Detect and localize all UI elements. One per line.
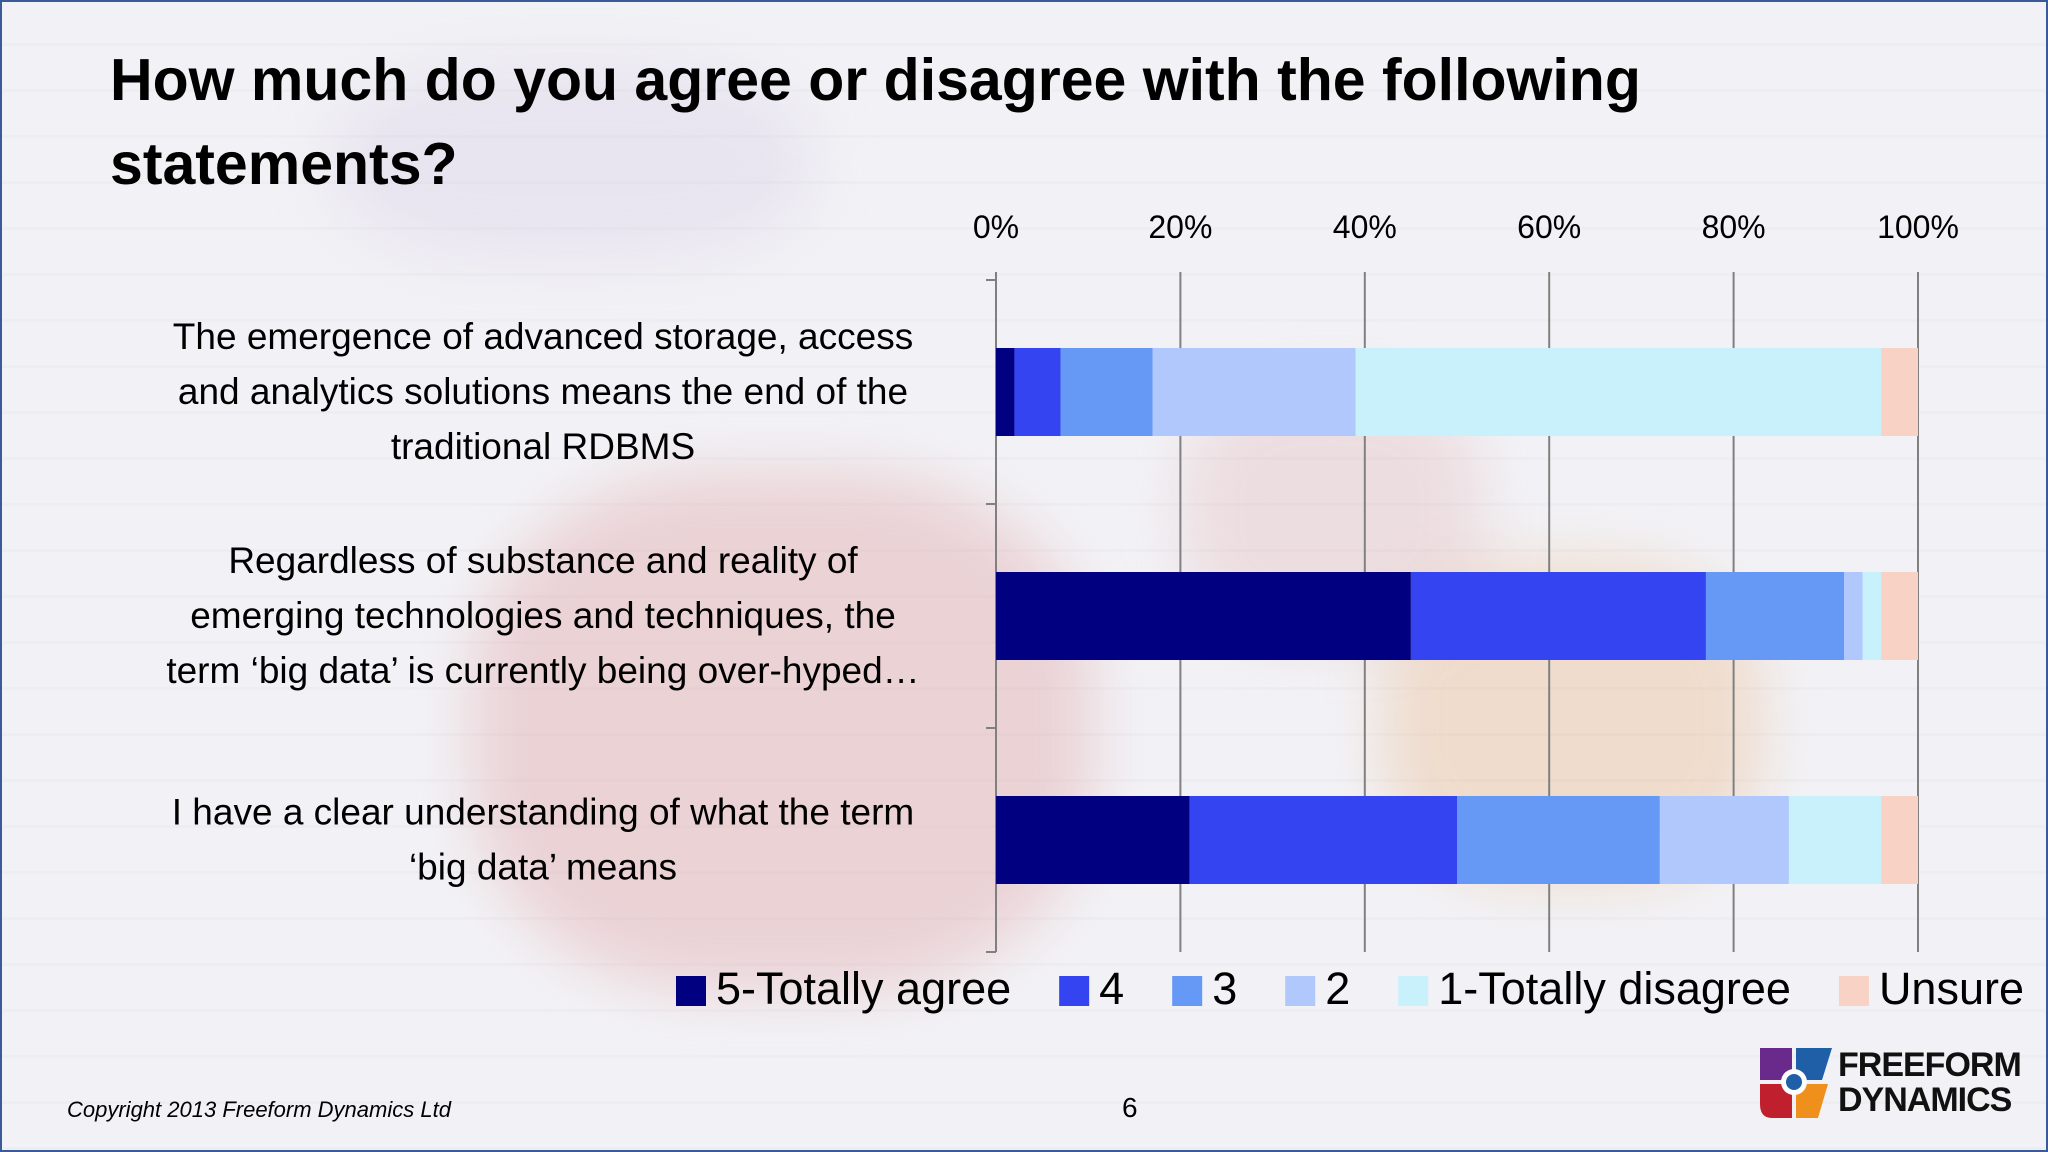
- bar-segment: [1152, 348, 1356, 436]
- bar-segment: [1881, 572, 1918, 660]
- category-label: term ‘big data’ is currently being over-…: [166, 650, 919, 691]
- bar-segment: [1355, 348, 1882, 436]
- x-tick-label: 20%: [1148, 209, 1212, 245]
- freeform-dynamics-logo: FREEFORM DYNAMICS: [1758, 1046, 2022, 1120]
- x-tick-label: 40%: [1333, 209, 1397, 245]
- legend-label: 3: [1212, 963, 1237, 1014]
- legend-swatch: [1398, 976, 1429, 1006]
- bar-segment: [1060, 348, 1153, 436]
- category-label: The emergence of advanced storage, acces…: [173, 316, 913, 357]
- legend-swatch: [1285, 976, 1316, 1006]
- category-label: ‘big data’ means: [409, 847, 677, 888]
- category-label: Regardless of substance and reality of: [228, 540, 858, 581]
- x-tick-label: 60%: [1517, 209, 1581, 245]
- category-label: emerging technologies and techniques, th…: [190, 595, 896, 636]
- logo-line-2: DYNAMICS: [1838, 1081, 2012, 1119]
- bar-segment: [1881, 796, 1918, 884]
- logo-line-1: FREEFORM: [1838, 1046, 2022, 1084]
- x-tick-label: 0%: [973, 209, 1019, 245]
- bar-segment: [1014, 348, 1061, 436]
- bar-segment: [1844, 572, 1863, 660]
- bar-segment: [996, 572, 1411, 660]
- legend-swatch: [675, 976, 706, 1006]
- graffiti-background-shape: [472, 472, 1092, 992]
- category-label: I have a clear understanding of what the…: [172, 792, 915, 833]
- legend-label: 4: [1099, 963, 1124, 1014]
- bar-segment: [1189, 796, 1457, 884]
- logo-text: FREEFORM DYNAMICS: [1838, 1046, 2022, 1119]
- legend-label: 2: [1325, 963, 1350, 1014]
- category-label: traditional RDBMS: [391, 426, 695, 467]
- legend-label: 1-Totally disagree: [1438, 963, 1791, 1014]
- slide-title: How much do you agree or disagree with t…: [110, 47, 1641, 197]
- bar-segment: [1410, 572, 1706, 660]
- bar-segment: [1862, 572, 1882, 660]
- bar-segment: [1788, 796, 1882, 884]
- legend-label: Unsure: [1879, 963, 2024, 1014]
- legend-swatch: [1838, 976, 1869, 1006]
- legend-swatch: [1059, 976, 1090, 1006]
- bar-segment: [1881, 348, 1918, 436]
- legend-label: 5-Totally agree: [716, 963, 1011, 1014]
- page-number: 6: [1122, 1092, 1138, 1123]
- logo-mark-icon: [1760, 1048, 1832, 1118]
- bar-segment: [1457, 796, 1660, 884]
- bar-segment: [1705, 572, 1845, 660]
- graffiti-background-shape: [332, 62, 812, 262]
- x-tick-label: 80%: [1702, 209, 1766, 245]
- x-tick-label: 100%: [1877, 209, 1959, 245]
- bar-segment: [996, 796, 1190, 884]
- legend-swatch: [1172, 976, 1203, 1006]
- copyright-text: Copyright 2013 Freeform Dynamics Ltd: [67, 1097, 451, 1122]
- category-label: and analytics solutions means the end of…: [178, 371, 908, 412]
- bar-segment: [1659, 796, 1789, 884]
- bar-segment: [996, 348, 1015, 436]
